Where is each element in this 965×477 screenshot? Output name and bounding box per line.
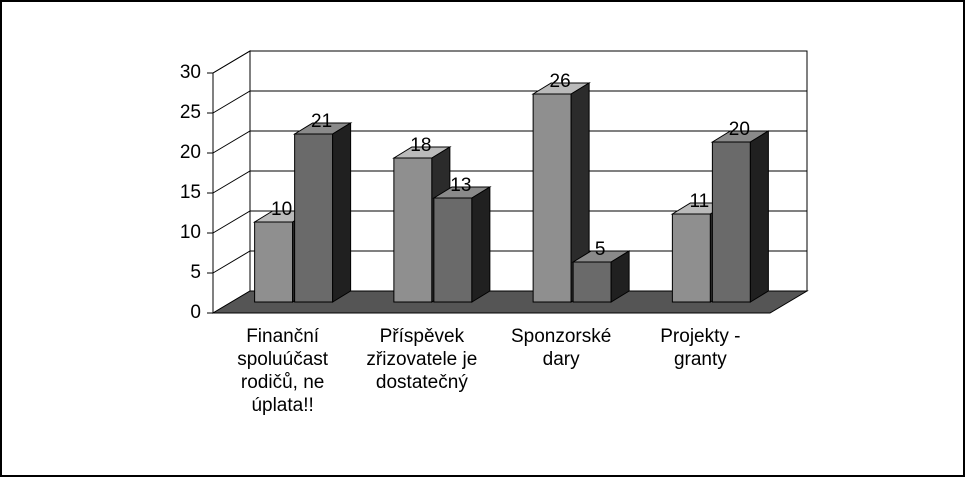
bar-front [671,213,711,303]
bar [571,250,631,303]
value-label: 13 [450,175,471,196]
bar-front [393,157,433,303]
y-tick-label: 30 [180,62,201,83]
y-tick-label: 25 [180,102,201,123]
bar-side [749,130,769,303]
grid-line [212,50,807,74]
y-tick-label: 5 [190,262,201,283]
value-label: 18 [410,135,431,156]
value-label: 21 [311,111,332,132]
y-tick-label: 10 [180,222,201,243]
bar-front [433,197,473,303]
value-label: 5 [595,239,606,260]
value-label: 10 [271,199,292,220]
bar-front [572,261,612,303]
x-tick-label: Projekty - granty [660,326,741,370]
y-tick-label: 0 [190,302,201,323]
bar [292,122,353,303]
grid-line [212,130,807,154]
bar-side [471,186,491,303]
grid-line [212,170,807,194]
bar [710,130,771,303]
x-tick-label: Finanční spoluúčast rodičů, ne úplata!! [237,326,329,416]
y-tick-label: 15 [180,182,201,203]
bar-front [711,141,751,303]
bar-side [332,122,352,303]
value-label: 20 [729,119,750,140]
x-tick-label: Příspěvek zřizovatele je dostatečný [366,326,478,393]
value-label: 11 [690,191,710,212]
bar-front [532,93,572,303]
bar-front [294,133,334,303]
bar-front [254,221,294,303]
bar [432,186,492,303]
bar-side [610,250,630,303]
grid-line [212,210,807,234]
y-tick-label: 20 [180,142,201,163]
x-tick-label: Sponzorské dary [510,326,612,370]
value-label: 26 [550,71,571,92]
grid-line [212,90,807,114]
